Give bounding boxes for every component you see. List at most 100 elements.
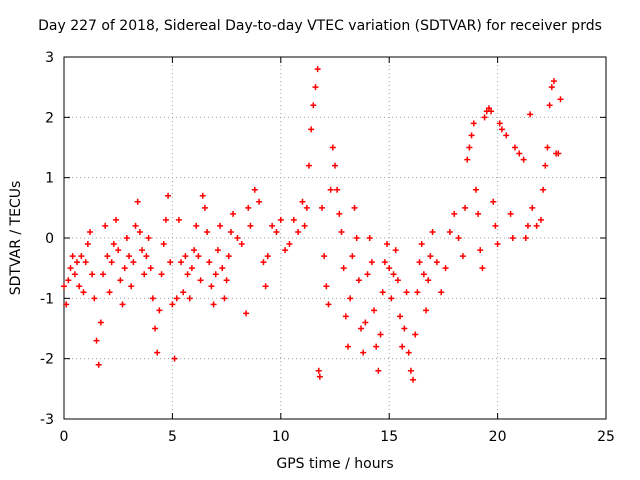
data-point <box>76 283 83 290</box>
data-point <box>418 241 425 248</box>
data-point <box>175 216 182 223</box>
data-point <box>550 78 557 85</box>
data-point <box>414 289 421 296</box>
data-point <box>104 253 111 260</box>
data-point <box>405 349 412 356</box>
chart-title: Day 227 of 2018, Sidereal Day-to-day VTE… <box>38 18 602 34</box>
x-tick-label: 20 <box>489 429 507 445</box>
data-point <box>165 192 172 199</box>
data-point <box>147 265 154 272</box>
data-point <box>384 241 391 248</box>
x-tick-label: 10 <box>272 429 290 445</box>
data-point <box>295 228 302 235</box>
data-point <box>397 313 404 320</box>
y-tick-label: -3 <box>40 412 54 428</box>
data-point <box>479 265 486 272</box>
data-point <box>247 222 254 229</box>
data-point <box>93 337 100 344</box>
data-point <box>195 253 202 260</box>
data-point <box>113 216 120 223</box>
data-point <box>301 222 308 229</box>
data-point <box>355 277 362 284</box>
y-tick-label: 1 <box>45 171 54 187</box>
data-point <box>123 235 130 241</box>
data-point <box>464 156 471 163</box>
x-tick-label: 5 <box>168 429 177 445</box>
data-point <box>134 198 141 205</box>
data-point <box>475 210 482 217</box>
data-point <box>206 259 213 266</box>
data-point <box>349 253 356 260</box>
data-point <box>204 228 211 235</box>
data-series <box>61 66 564 383</box>
data-point <box>427 253 434 260</box>
data-point <box>492 222 499 229</box>
data-point <box>392 247 399 254</box>
data-point <box>225 253 232 260</box>
data-point <box>507 210 514 217</box>
data-point <box>314 66 321 73</box>
data-point <box>334 186 341 193</box>
data-point <box>377 331 384 338</box>
data-point <box>494 241 501 248</box>
y-tick-label: -1 <box>40 291 54 307</box>
data-point <box>544 144 551 151</box>
data-point <box>243 310 250 317</box>
data-point <box>485 105 492 112</box>
data-point <box>78 253 85 260</box>
data-point <box>180 289 187 296</box>
data-point <box>95 361 102 368</box>
data-point <box>141 271 148 278</box>
data-point <box>548 84 555 91</box>
data-point <box>67 265 74 272</box>
data-point <box>91 295 98 302</box>
data-point <box>290 216 297 223</box>
data-point <box>167 259 174 266</box>
data-point <box>201 204 208 211</box>
data-point <box>223 277 230 284</box>
data-point <box>503 132 510 139</box>
data-point <box>97 319 104 326</box>
data-point <box>329 144 336 151</box>
data-point <box>511 144 518 151</box>
data-point <box>345 343 352 350</box>
data-point <box>149 295 156 302</box>
data-point <box>340 265 347 272</box>
data-point <box>82 259 89 266</box>
data-point <box>162 216 169 223</box>
data-point <box>542 162 549 169</box>
data-point <box>446 228 453 235</box>
data-point <box>61 283 67 290</box>
data-point <box>214 247 221 254</box>
data-point <box>318 204 325 211</box>
data-point <box>171 355 178 362</box>
data-point <box>158 271 165 278</box>
data-point <box>546 102 553 109</box>
data-point <box>199 192 206 199</box>
data-point <box>366 235 373 241</box>
data-point <box>208 283 215 290</box>
data-point <box>212 271 219 278</box>
data-point <box>282 247 289 254</box>
data-point <box>455 235 462 241</box>
data-point <box>119 301 126 308</box>
data-point <box>262 283 269 290</box>
data-point <box>156 307 163 314</box>
data-point <box>462 204 469 211</box>
data-point <box>221 295 228 302</box>
data-point <box>136 228 143 235</box>
data-point <box>132 222 139 229</box>
data-point <box>308 126 315 133</box>
data-point <box>524 222 531 229</box>
data-point <box>522 235 529 241</box>
data-point <box>401 325 408 332</box>
data-point <box>351 204 358 211</box>
data-point <box>459 253 466 260</box>
data-point <box>89 271 96 278</box>
y-tick-label: 3 <box>45 50 54 66</box>
data-point <box>184 271 191 278</box>
data-point <box>509 235 516 241</box>
data-point <box>273 228 280 235</box>
data-point <box>325 301 332 308</box>
data-point <box>555 150 562 157</box>
